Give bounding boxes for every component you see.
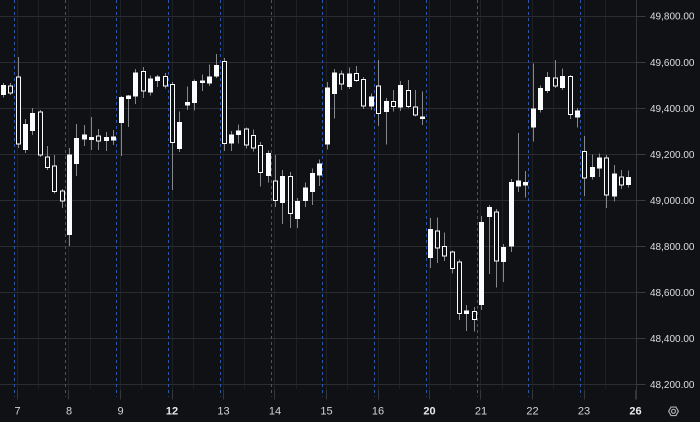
svg-text:8: 8: [66, 406, 72, 418]
svg-text:20: 20: [423, 406, 435, 418]
svg-text:9: 9: [117, 406, 123, 418]
svg-text:23: 23: [578, 406, 590, 418]
svg-text:49,200.00: 49,200.00: [650, 150, 695, 161]
svg-text:13: 13: [217, 406, 229, 418]
svg-text:48,800.00: 48,800.00: [650, 242, 695, 253]
svg-text:48,400.00: 48,400.00: [650, 334, 695, 345]
svg-text:22: 22: [526, 406, 538, 418]
svg-text:49,600.00: 49,600.00: [650, 58, 695, 69]
svg-text:15: 15: [320, 406, 332, 418]
svg-text:48,200.00: 48,200.00: [650, 380, 695, 391]
svg-text:21: 21: [475, 406, 487, 418]
svg-text:48,600.00: 48,600.00: [650, 288, 695, 299]
svg-text:12: 12: [166, 406, 178, 418]
svg-text:49,400.00: 49,400.00: [650, 104, 695, 115]
svg-text:14: 14: [269, 406, 281, 418]
svg-text:16: 16: [372, 406, 384, 418]
svg-text:26: 26: [629, 406, 641, 418]
svg-text:49,000.00: 49,000.00: [650, 196, 695, 207]
svg-text:49,800.00: 49,800.00: [650, 12, 695, 23]
svg-text:7: 7: [14, 406, 20, 418]
